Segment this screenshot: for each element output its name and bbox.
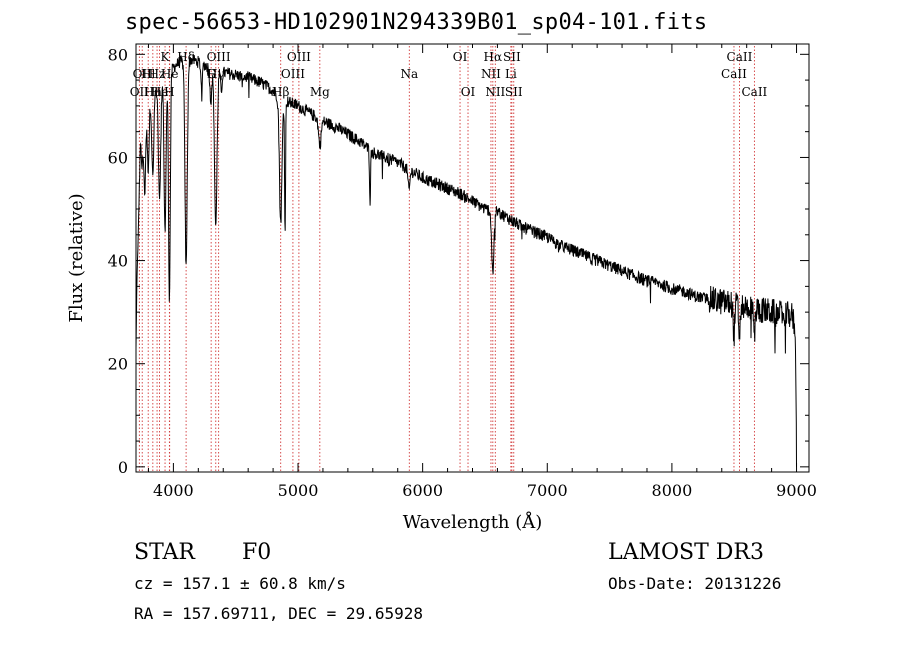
x-tick-label: 4000 [153,481,194,500]
chart-title: spec-56653-HD102901N294339B01_sp04-101.f… [125,10,708,35]
spectral-line-label: Mg [310,85,330,99]
object-class: STAR [134,540,195,565]
spectral-line-label: Hz [149,67,166,81]
x-tick-label: 6000 [402,481,443,500]
x-tick-label: 9000 [776,481,817,500]
object-subclass: F0 [242,540,272,565]
x-axis-label: Wavelength (Å) [403,511,543,533]
plot-frame [135,43,810,473]
spectral-line-label: CaII [721,67,747,81]
spectral-line-label: Hh [144,85,162,99]
spectral-line-label: Hl [141,67,155,81]
spectral-line-label: OI [461,85,476,99]
spectral-line-label: OI [453,50,468,64]
y-tick-label: 80 [108,45,128,64]
spectral-line-label: Na [400,67,418,81]
axis-ticks: 4000 5000 6000 7000 8000 9000 0 20 40 60 80 [108,44,817,500]
spectral-line-label: SII [503,50,521,64]
x-tick-label: 8000 [652,481,693,500]
x-tick-label: 5000 [278,481,319,500]
spectral-line-label: He [161,67,179,81]
spectral-line-label: Li [505,67,517,81]
spectral-line-label: NII [481,67,501,81]
spectral-line-label: K [161,50,171,64]
y-axis-label: Flux (relative) [66,193,87,322]
y-tick-label: 40 [108,252,128,271]
spectral-line-markers [138,46,755,472]
spectral-line-labels: OIIOIIHlHhHzHeKHHeHδGHγOIIIHβOIIIOIIIMgN… [130,50,768,99]
spectral-line-label: G [206,67,216,81]
spectral-line-label: OII [130,85,150,99]
spectral-line-label: SII [505,85,523,99]
spectral-line-label: H [164,85,174,99]
y-tick-label: 20 [108,355,128,374]
spectral-line-label: OIII [281,67,305,81]
spectral-line-label: OIII [287,50,311,64]
spectral-line-label: OII [133,67,153,81]
spectrum-flux-line [135,53,797,467]
y-tick-label: 60 [108,148,128,167]
x-tick-label: 7000 [527,481,568,500]
coordinates: RA = 157.69711, DEC = 29.65928 [134,604,423,623]
spectral-line-label: NII [485,85,505,99]
y-tick-label: 0 [118,458,128,477]
spectral-line-label: CaII [727,50,753,64]
spectral-line-label: OIII [207,50,231,64]
survey-name: LAMOST DR3 [608,540,764,565]
observation-date: Obs-Date: 20131226 [608,574,782,593]
spectral-line-label: Hα [484,50,503,64]
redshift-value: cz = 157.1 ± 60.8 km/s [134,574,346,593]
spectral-line-label: CaII [741,85,767,99]
